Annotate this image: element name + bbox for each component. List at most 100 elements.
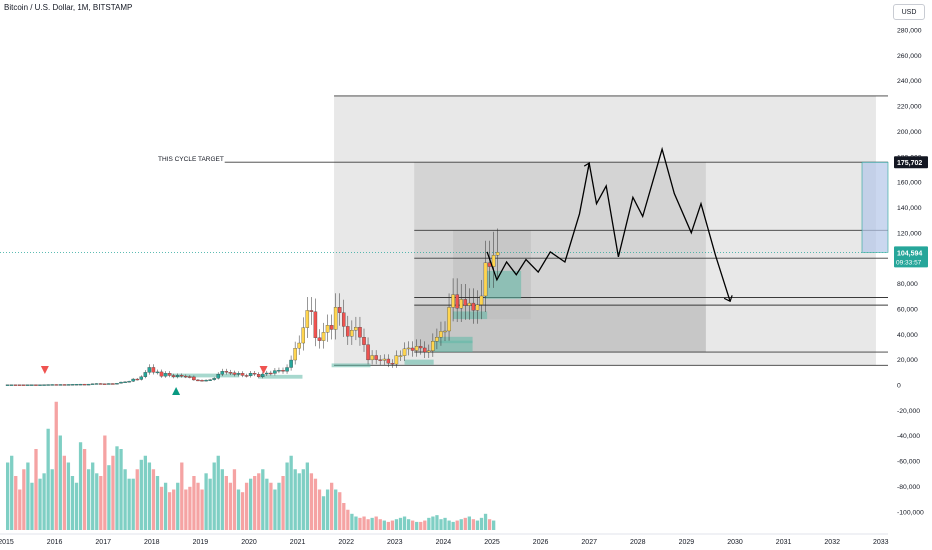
volume-bar (204, 473, 208, 530)
x-tick-label: 2024 (436, 539, 452, 546)
volume-bar (463, 517, 467, 530)
y-axis-panel (888, 0, 932, 550)
candle-body (358, 327, 362, 338)
volume-bar (240, 492, 245, 530)
volume-bar (378, 519, 382, 530)
volume-bar (289, 455, 293, 530)
volume-bar (220, 469, 224, 530)
y-tick-label: 240,000 (897, 78, 922, 85)
candle-body (99, 383, 103, 385)
volume-bar (471, 519, 476, 530)
volume-bar (451, 521, 455, 530)
sell-marker-icon (40, 366, 49, 374)
volume-bar (269, 482, 273, 530)
candle-body (390, 363, 395, 365)
volume-bar (257, 473, 261, 530)
candle-body (341, 312, 346, 327)
volume-bar (38, 478, 42, 530)
y-tick-label: 80,000 (897, 281, 918, 288)
volume-bar (236, 489, 241, 530)
volume-bar (334, 489, 338, 530)
x-tick-label: 2026 (533, 539, 549, 546)
volume-bar (228, 482, 233, 530)
volume-bar (151, 469, 156, 530)
candle-body (418, 346, 423, 349)
volume-bar (180, 462, 184, 530)
candle-body (159, 371, 164, 377)
candle-body (406, 347, 411, 350)
candle-body (9, 384, 14, 386)
volume-bar (14, 476, 18, 530)
x-tick-label: 2033 (873, 539, 889, 546)
x-tick-label: 2022 (338, 539, 354, 546)
candle-body (179, 375, 184, 377)
current-price-tag (894, 246, 928, 268)
volume-bar (467, 516, 471, 530)
candle-body (435, 337, 439, 342)
volume-bar (455, 520, 459, 530)
x-tick-label: 2018 (144, 539, 160, 546)
volume-bar (325, 489, 330, 530)
candle-body (317, 337, 322, 341)
candle-body (26, 384, 30, 386)
candle-body (260, 373, 265, 377)
candle-body (240, 373, 245, 376)
candle-body (451, 294, 455, 308)
y-tick-label: 200,000 (897, 129, 922, 136)
volume-bar (10, 455, 14, 530)
candle-body (370, 355, 374, 361)
candle-body (119, 381, 123, 384)
candle-body (228, 372, 233, 374)
volume-bar (350, 513, 354, 530)
candle-body (439, 331, 443, 338)
currency-button[interactable]: USD (893, 4, 925, 20)
volume-bar (115, 446, 119, 530)
candle-body (305, 310, 310, 328)
volume-bar (26, 462, 30, 530)
volume-bar (483, 513, 488, 530)
candle-body (443, 330, 447, 333)
candle-body (216, 374, 220, 379)
volume-bar (358, 517, 362, 530)
volume-bar (475, 520, 480, 530)
candle-body (256, 374, 261, 377)
x-tick-label: 2017 (95, 539, 111, 546)
volume-bar (362, 516, 366, 530)
y-tick-label: 260,000 (897, 53, 922, 60)
candle-body (414, 346, 419, 351)
volume-bar (390, 520, 395, 530)
x-tick-label: 2016 (47, 539, 63, 546)
candle-body (354, 327, 358, 331)
volume-bar (261, 469, 265, 530)
candle-body (297, 342, 301, 349)
x-tick-label: 2019 (193, 539, 209, 546)
candle-body (147, 367, 152, 373)
candle-body (50, 384, 54, 386)
volume-bar (135, 469, 139, 530)
target-price-tag (894, 156, 928, 169)
candle-body (123, 381, 127, 384)
volume-bar (62, 455, 66, 530)
volume-bar (277, 482, 281, 530)
candle-body (107, 383, 111, 385)
order-block-box (404, 359, 434, 365)
candle-body (94, 383, 99, 385)
volume-bar (431, 516, 435, 530)
volume-bar (163, 482, 168, 530)
candle-body (143, 372, 148, 377)
volume-bar (415, 521, 419, 530)
candle-body (422, 347, 427, 353)
y-tick-label: 40,000 (897, 332, 918, 339)
volume-bar (394, 519, 399, 530)
y-tick-label: 280,000 (897, 27, 922, 34)
volume-bar (95, 473, 99, 530)
x-tick-label: 2015 (0, 539, 14, 546)
candle-body (471, 302, 476, 311)
candle-body (329, 325, 334, 330)
volume-bar (386, 521, 390, 530)
candle-body (366, 344, 370, 361)
y-tick-label: 0 (897, 383, 901, 390)
x-tick-label: 2031 (776, 539, 792, 546)
arrow-head-down (723, 295, 733, 303)
